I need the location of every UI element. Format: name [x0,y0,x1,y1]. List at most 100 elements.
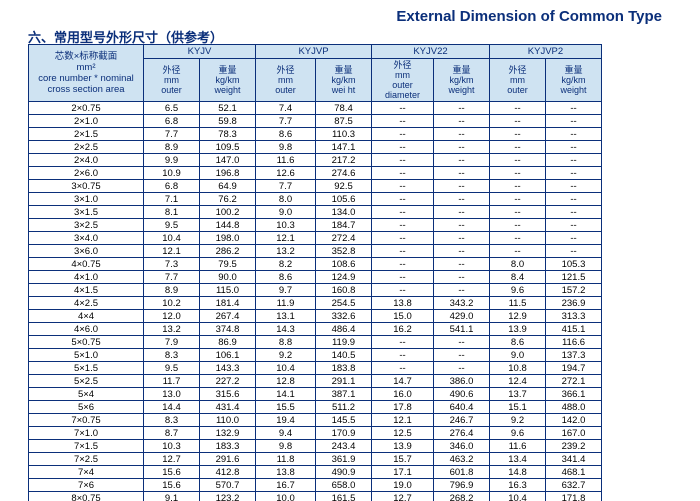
table-row: 5×0.757.986.98.8119.9----8.6116.6 [29,336,602,349]
cable-type-header: KYJVP2 [490,45,602,59]
row-label: 2×1.5 [29,128,144,141]
data-cell: 9.2 [256,349,316,362]
data-cell: 8.8 [256,336,316,349]
data-cell: 13.7 [490,388,546,401]
table-row: 5×614.4431.415.5511.217.8640.415.1488.0 [29,401,602,414]
data-cell: 8.4 [490,271,546,284]
data-cell: 239.2 [546,440,602,453]
data-cell: 341.4 [546,453,602,466]
data-cell: -- [372,128,434,141]
data-cell: 8.6 [490,336,546,349]
data-cell: 121.5 [546,271,602,284]
data-cell: 254.5 [316,297,372,310]
data-cell: 11.7 [144,375,200,388]
data-cell: 19.0 [372,479,434,492]
table-row: 2×1.57.778.38.6110.3-------- [29,128,602,141]
table-row: 4×0.757.379.58.2108.6----8.0105.3 [29,258,602,271]
row-label: 7×4 [29,466,144,479]
data-cell: -- [372,336,434,349]
data-cell: 78.3 [200,128,256,141]
data-cell: 143.3 [200,362,256,375]
data-cell: 119.9 [316,336,372,349]
data-cell: -- [434,271,490,284]
row-label: 7×2.5 [29,453,144,466]
data-cell: 8.9 [144,284,200,297]
data-cell: 431.4 [200,401,256,414]
row-header-label: 芯数×标称截面mm²core number * nominalcross sec… [29,45,144,102]
data-cell: 7.3 [144,258,200,271]
data-cell: 13.2 [256,245,316,258]
data-cell: 12.1 [144,245,200,258]
data-cell: 366.1 [546,388,602,401]
data-cell: 601.8 [434,466,490,479]
data-cell: 12.0 [144,310,200,323]
column-subheader: 外径mmouter [490,59,546,102]
data-cell: -- [434,362,490,375]
table-row: 7×615.6570.716.7658.019.0796.916.3632.7 [29,479,602,492]
data-cell: -- [490,154,546,167]
data-cell: 137.3 [546,349,602,362]
data-cell: -- [434,232,490,245]
data-cell: 9.1 [144,492,200,501]
data-cell: 374.8 [200,323,256,336]
data-cell: -- [546,102,602,115]
data-cell: -- [490,245,546,258]
data-cell: -- [434,336,490,349]
data-cell: 9.8 [256,141,316,154]
row-label: 4×4 [29,310,144,323]
data-cell: 361.9 [316,453,372,466]
data-cell: 386.0 [434,375,490,388]
data-cell: -- [490,102,546,115]
data-cell: 7.7 [256,180,316,193]
table-row: 5×1.08.3106.19.2140.5----9.0137.3 [29,349,602,362]
data-cell: 13.8 [372,297,434,310]
data-cell: 488.0 [546,401,602,414]
data-cell: 16.3 [490,479,546,492]
row-label: 5×2.5 [29,375,144,388]
data-cell: -- [546,206,602,219]
data-cell: 412.8 [200,466,256,479]
table-row: 3×1.07.176.28.0105.6-------- [29,193,602,206]
data-cell: 13.4 [490,453,546,466]
data-cell: 9.2 [490,414,546,427]
data-cell: -- [372,180,434,193]
table-row: 8×0.759.1123.210.0161.512.7268.210.4171.… [29,492,602,501]
data-cell: -- [434,258,490,271]
cable-type-header: KYJV [144,45,256,59]
data-cell: 14.7 [372,375,434,388]
data-cell: 12.1 [372,414,434,427]
data-cell: 9.8 [256,440,316,453]
data-cell: -- [434,154,490,167]
data-cell: 236.9 [546,297,602,310]
data-cell: 52.1 [200,102,256,115]
table-row: 4×1.58.9115.09.7160.8----9.6157.2 [29,284,602,297]
data-cell: 343.2 [434,297,490,310]
data-cell: 170.9 [316,427,372,440]
data-cell: 123.2 [200,492,256,501]
data-cell: 9.0 [256,206,316,219]
data-cell: 14.1 [256,388,316,401]
data-cell: 7.1 [144,193,200,206]
data-cell: -- [490,180,546,193]
data-cell: 12.1 [256,232,316,245]
data-cell: 463.2 [434,453,490,466]
data-cell: 13.0 [144,388,200,401]
row-label: 7×0.75 [29,414,144,427]
data-cell: 10.4 [144,232,200,245]
data-cell: -- [546,219,602,232]
column-subheader: 重量kg/kmweight [546,59,602,102]
data-cell: 243.4 [316,440,372,453]
data-cell: 268.2 [434,492,490,501]
data-cell: 13.8 [256,466,316,479]
table-row: 7×0.758.3110.019.4145.512.1246.79.2142.0 [29,414,602,427]
data-cell: 100.2 [200,206,256,219]
data-cell: 140.5 [316,349,372,362]
data-cell: 490.6 [434,388,490,401]
column-subheader: 重量kg/kmweight [434,59,490,102]
data-cell: 8.0 [490,258,546,271]
row-label: 5×1.5 [29,362,144,375]
row-label: 2×0.75 [29,102,144,115]
table-row: 2×6.010.9196.812.6274.6-------- [29,167,602,180]
data-cell: 227.2 [200,375,256,388]
data-cell: 10.2 [144,297,200,310]
